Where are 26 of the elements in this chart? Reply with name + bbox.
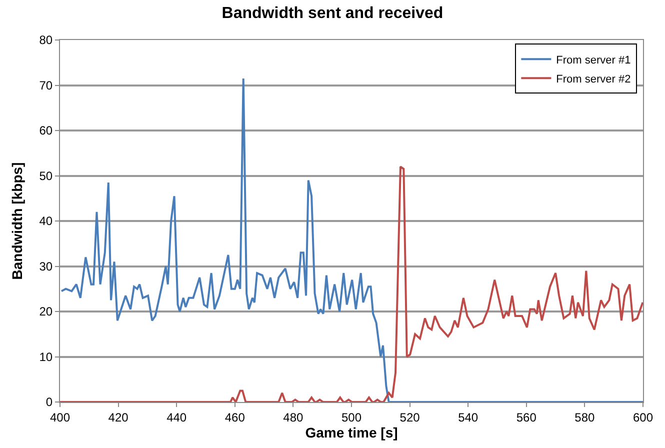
x-tick-label: 520 bbox=[400, 410, 420, 424]
chart-title: Bandwidth sent and received bbox=[222, 4, 444, 22]
x-tick-label: 440 bbox=[166, 410, 187, 424]
x-tick-label: 600 bbox=[632, 410, 654, 424]
line-series bbox=[60, 166, 643, 402]
x-tick-label: 480 bbox=[283, 410, 304, 424]
x-tick-label: 460 bbox=[224, 410, 246, 424]
x-tick-label: 540 bbox=[458, 410, 478, 424]
x-tick-label: 420 bbox=[108, 410, 129, 424]
y-tick-label: 50 bbox=[39, 168, 53, 183]
y-tick-label: 40 bbox=[39, 214, 53, 228]
x-tick-label: 580 bbox=[574, 410, 596, 424]
x-tick-label: 500 bbox=[341, 410, 362, 424]
y-tick-label: 70 bbox=[39, 78, 53, 92]
y-tick-label: 0 bbox=[46, 395, 53, 410]
y-tick-label: 20 bbox=[39, 304, 53, 319]
y-tick-label: 80 bbox=[39, 33, 53, 48]
x-axis-title: Game time [s] bbox=[305, 424, 398, 440]
legend-label: From server #1 bbox=[556, 54, 631, 66]
y-axis-title: Bandwidth [kbps] bbox=[9, 162, 25, 280]
y-tick-label: 60 bbox=[39, 124, 53, 138]
x-tick-label: 560 bbox=[516, 410, 537, 424]
x-tick-label: 400 bbox=[50, 410, 70, 424]
legend-label: From server #2 bbox=[556, 73, 631, 86]
y-tick-label: 10 bbox=[39, 350, 53, 364]
y-tick-label: 30 bbox=[39, 259, 53, 274]
